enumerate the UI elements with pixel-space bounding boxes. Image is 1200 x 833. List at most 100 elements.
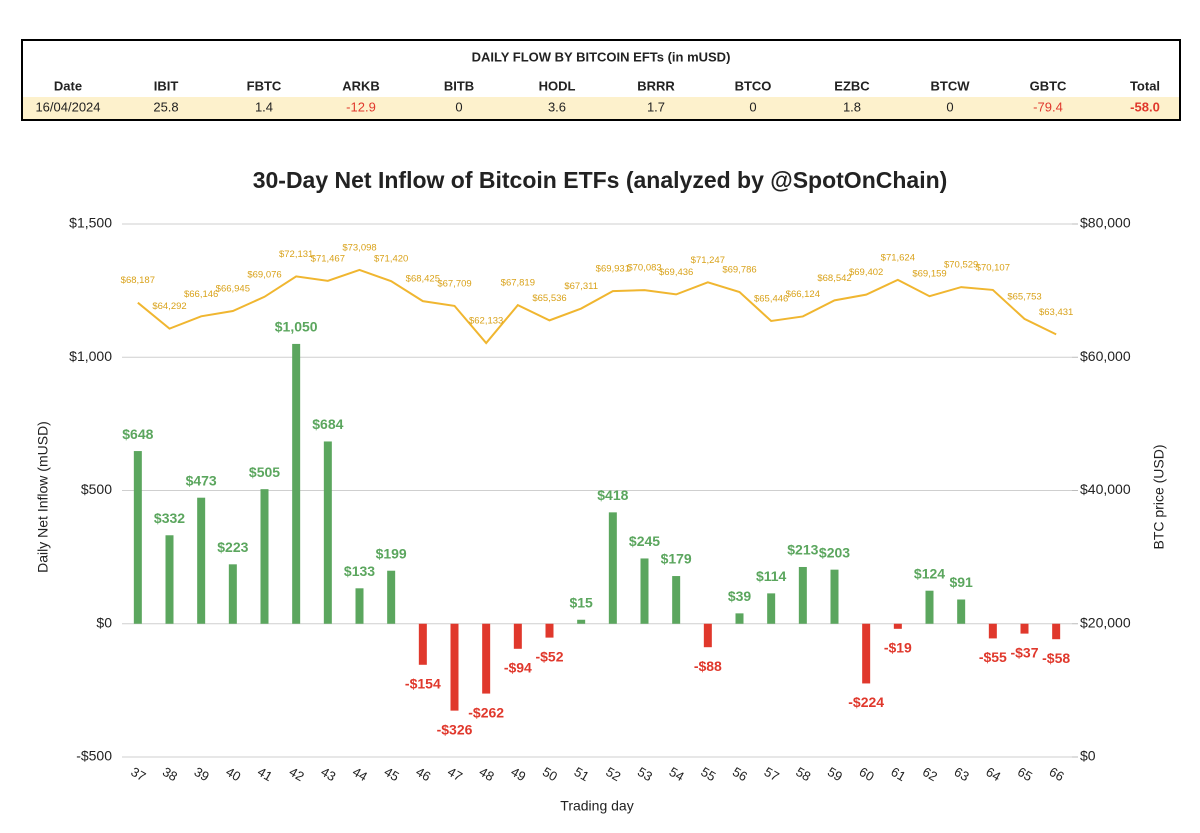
table-header: Total bbox=[1130, 78, 1160, 93]
table-header: BTCO bbox=[735, 78, 772, 93]
x-tick-label: 39 bbox=[192, 764, 212, 784]
price-label: $69,402 bbox=[849, 267, 883, 278]
table-header: BITB bbox=[444, 78, 474, 93]
x-tick-label: 49 bbox=[508, 764, 528, 784]
y2-tick-label: $80,000 bbox=[1080, 215, 1131, 231]
price-label: $69,159 bbox=[912, 269, 946, 280]
x-tick-label: 42 bbox=[287, 764, 307, 784]
bar-value-label: $1,050 bbox=[275, 319, 318, 335]
chart-title: 30-Day Net Inflow of Bitcoin ETFs (analy… bbox=[253, 167, 948, 193]
x-tick-label: 55 bbox=[698, 764, 718, 784]
bar-value-label: $223 bbox=[217, 539, 248, 555]
bar bbox=[988, 623, 997, 639]
y2-tick-label: $40,000 bbox=[1080, 481, 1131, 497]
x-tick-label: 38 bbox=[160, 764, 180, 784]
x-tick-label: 43 bbox=[318, 764, 338, 784]
price-line bbox=[137, 268, 1057, 345]
bar bbox=[260, 489, 269, 624]
x-axis-label: Trading day bbox=[560, 798, 633, 814]
bar bbox=[165, 535, 174, 624]
price-label: $73,098 bbox=[342, 243, 376, 254]
bar-value-label: $124 bbox=[914, 565, 945, 581]
table-header: ARKB bbox=[342, 78, 380, 93]
x-tick-label: 60 bbox=[857, 764, 877, 784]
bar bbox=[608, 512, 617, 624]
y-axis-label: Daily Net Inflow (mUSD) bbox=[35, 421, 51, 573]
price-label: $69,076 bbox=[247, 269, 281, 280]
price-label: $68,187 bbox=[121, 275, 155, 286]
y-tick-label: $500 bbox=[81, 481, 112, 497]
price-label: $68,542 bbox=[817, 273, 851, 284]
y2-tick-label: $0 bbox=[1080, 748, 1096, 764]
x-tick-label: 53 bbox=[635, 764, 655, 784]
bar-value-label: $648 bbox=[122, 426, 153, 442]
price-label: $71,467 bbox=[311, 253, 345, 264]
bar-value-label: $179 bbox=[661, 551, 692, 567]
y-tick-label: $1,500 bbox=[69, 215, 112, 231]
price-label: $67,311 bbox=[564, 281, 598, 292]
price-label: $65,536 bbox=[532, 293, 566, 304]
price-label: $63,431 bbox=[1039, 307, 1073, 318]
bar bbox=[355, 588, 364, 624]
x-tick-label: 41 bbox=[255, 764, 275, 784]
bar-value-label: $473 bbox=[186, 472, 217, 488]
bar-value-label: -$55 bbox=[979, 649, 1007, 665]
bar-value-label: $684 bbox=[312, 416, 343, 432]
price-label: $67,819 bbox=[501, 278, 535, 289]
bar-value-label: $199 bbox=[376, 545, 407, 561]
table-cell: -58.0 bbox=[1130, 99, 1160, 114]
bar-value-label: $114 bbox=[756, 568, 787, 584]
table-cell: 3.6 bbox=[548, 99, 566, 114]
table-cell: -79.4 bbox=[1033, 99, 1063, 114]
bar-value-label: -$52 bbox=[535, 648, 563, 664]
bar bbox=[450, 623, 459, 711]
table-header: EZBC bbox=[834, 78, 870, 93]
x-tick-label: 61 bbox=[888, 764, 908, 784]
price-label: $71,247 bbox=[691, 255, 725, 266]
bar bbox=[197, 497, 206, 624]
y2-tick-label: $20,000 bbox=[1080, 614, 1131, 630]
bar-value-label: $418 bbox=[597, 487, 628, 503]
price-label: $64,292 bbox=[152, 301, 186, 312]
table-cell: 0 bbox=[455, 99, 462, 114]
bar-value-label: -$37 bbox=[1010, 644, 1038, 660]
x-tick-label: 52 bbox=[603, 764, 623, 784]
table-cell: 16/04/2024 bbox=[35, 99, 100, 114]
price-label: $68,425 bbox=[406, 274, 440, 285]
bar-value-label: -$88 bbox=[694, 658, 722, 674]
bar-value-label: $213 bbox=[787, 542, 818, 558]
table-cell: 1.7 bbox=[647, 99, 665, 114]
table-frame bbox=[21, 39, 1181, 121]
bar-value-label: -$58 bbox=[1042, 650, 1070, 666]
price-label: $62,133 bbox=[469, 316, 503, 327]
bar bbox=[957, 599, 966, 624]
table-header: GBTC bbox=[1030, 78, 1067, 93]
bar-value-label: -$262 bbox=[468, 704, 504, 720]
bar bbox=[735, 613, 744, 624]
bar-value-label: -$224 bbox=[848, 694, 884, 710]
bar bbox=[513, 623, 522, 649]
x-tick-label: 47 bbox=[445, 764, 465, 784]
x-tick-label: 63 bbox=[952, 764, 972, 784]
table-cell: -12.9 bbox=[346, 99, 376, 114]
bar bbox=[925, 590, 934, 624]
table-header: IBIT bbox=[154, 78, 179, 93]
x-tick-label: 48 bbox=[477, 764, 497, 784]
price-label: $69,436 bbox=[659, 267, 693, 278]
price-label: $65,446 bbox=[754, 293, 788, 304]
price-label: $65,753 bbox=[1007, 291, 1041, 302]
bar bbox=[1020, 623, 1029, 634]
table-cell: 1.4 bbox=[255, 99, 273, 114]
x-tick-label: 66 bbox=[1047, 764, 1067, 784]
bar bbox=[323, 441, 332, 624]
bar bbox=[640, 558, 649, 624]
price-label: $70,083 bbox=[627, 263, 661, 274]
bar bbox=[893, 623, 902, 629]
bar-value-label: $245 bbox=[629, 533, 660, 549]
bar-value-label: $332 bbox=[154, 510, 185, 526]
price-label: $71,624 bbox=[881, 252, 915, 263]
bar-value-label: -$326 bbox=[437, 721, 473, 737]
price-label: $70,107 bbox=[976, 262, 1010, 273]
y2-axis-label: BTC price (USD) bbox=[1151, 444, 1167, 549]
